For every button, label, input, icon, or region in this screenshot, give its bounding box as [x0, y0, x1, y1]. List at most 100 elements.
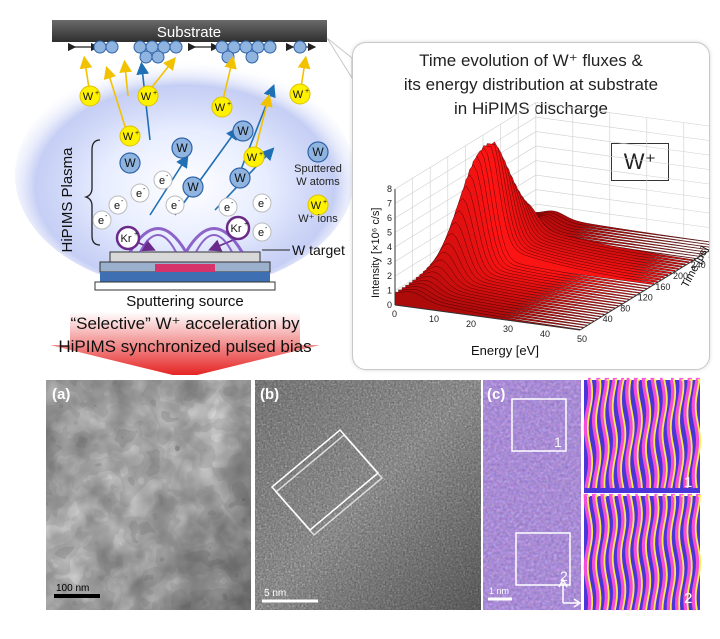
w-ion-trajectory: [103, 65, 129, 137]
electron: e-: [252, 222, 272, 242]
energy-distribution-chart: 0102030405001234567840801201602002402803…: [370, 102, 709, 358]
caption-line1: “Selective” W⁺ acceleration by: [70, 314, 300, 333]
svg-text:e: e: [136, 188, 142, 200]
transition-arrow: [50, 312, 320, 375]
deposited-atoms: [93, 40, 307, 64]
z-tick-label: 160: [655, 282, 670, 292]
lattice-fringe: [608, 377, 618, 489]
svg-text:+: +: [323, 199, 327, 206]
chart-trace: [444, 198, 630, 300]
lattice-fringe: [625, 377, 634, 489]
svg-text:e: e: [258, 198, 264, 210]
deposited-w-atom: [105, 40, 119, 54]
svg-text:+: +: [259, 151, 263, 158]
lattice-fringe: [616, 493, 626, 611]
y-tick-label: 5: [387, 228, 392, 238]
region-box-1: [511, 398, 567, 452]
lattice-fringe: [641, 493, 651, 611]
svg-text:e: e: [159, 175, 165, 187]
lattice-fringe: [666, 377, 676, 489]
w-ion: W +: [79, 85, 101, 107]
svg-text:-: -: [265, 225, 268, 232]
lattice-fringe: [608, 493, 618, 611]
chart-trace: [426, 252, 612, 311]
x-tick-label: 50: [577, 334, 587, 344]
lattice-fringe-highlight: [686, 379, 693, 489]
lattice-fringe-highlight: [636, 495, 643, 611]
chart-trace: [398, 289, 584, 329]
lattice-fringe-highlight: [611, 495, 618, 611]
w-ion: W +: [211, 96, 233, 118]
lattice-fringe: [683, 493, 693, 611]
lattice-fringe-highlight: [686, 495, 693, 611]
svg-text:+: +: [134, 231, 138, 238]
lattice-fringe: [633, 377, 643, 489]
y-tick-label: 2: [387, 271, 392, 281]
w-ion: W +: [289, 83, 311, 105]
chart-trace: [472, 143, 658, 283]
w-atom: W: [171, 137, 193, 159]
y-tick-label: 7: [387, 199, 392, 209]
chart-plot-area: 0102030405001234567840801201602002402803…: [370, 102, 709, 358]
w-atom-trajectory: [174, 126, 239, 216]
y-tick-label: 6: [387, 213, 392, 223]
lattice-region-box: [270, 428, 384, 537]
lattice-fringe-highlight: [586, 379, 594, 489]
w-atom: W: [307, 141, 329, 163]
legend-ions: W⁺ ions: [298, 213, 338, 225]
electron: e-: [130, 183, 150, 203]
lattice-fringe: [583, 377, 593, 489]
caption-line2: HiPIMS synchronized pulsed bias: [58, 337, 311, 356]
panel-label-b: (b): [260, 386, 279, 403]
electron: e-: [153, 170, 173, 190]
svg-text:W: W: [141, 91, 152, 103]
kr-ion: Kr +: [115, 225, 141, 251]
chart-trace: [479, 147, 665, 279]
scalebar-b-label: 5 nm: [264, 588, 286, 599]
deposited-w-atom: [151, 50, 165, 64]
svg-text:W: W: [312, 145, 324, 159]
lattice-fringe-highlight: [628, 495, 635, 611]
deposited-w-atom: [245, 50, 259, 64]
micrograph-b: 5 nm (b): [255, 380, 481, 610]
chart-trace: [401, 286, 588, 326]
y-tick-label: 0: [387, 300, 392, 310]
lattice-fringe: [625, 493, 634, 611]
svg-text:-: -: [265, 196, 268, 203]
chart-trace: [447, 185, 633, 298]
x-tick-label: 10: [429, 314, 439, 324]
plot-title-line2: its energy distribution at substrate: [403, 75, 659, 94]
chart-trace: [422, 259, 609, 313]
chart-trace: [454, 164, 641, 294]
chart-trace: [482, 154, 669, 277]
lattice-fringe-highlight: [653, 379, 660, 489]
orientation-arrows: [558, 578, 582, 608]
lattice-fringe: [691, 377, 701, 489]
chart-trace: [451, 174, 637, 296]
lattice-fringe: [650, 493, 659, 611]
x-tick-label: 40: [540, 329, 550, 339]
lattice-fringe: [633, 493, 643, 611]
deposited-w-atom: [221, 50, 235, 64]
sputtering-source: [94, 251, 276, 291]
svg-text:W: W: [123, 131, 134, 143]
svg-text:-: -: [166, 173, 169, 180]
fringe-panel-1: 1: [583, 377, 701, 493]
y-tick-label: 1: [387, 286, 392, 296]
svg-text:e: e: [114, 200, 120, 212]
lattice-fringe-highlight: [586, 495, 594, 611]
lattice-fringe: [683, 377, 693, 489]
lattice-fringe-highlight: [620, 495, 627, 611]
panel-label-c: (c): [487, 386, 505, 403]
svg-text:+: +: [135, 130, 139, 137]
svg-text:e: e: [98, 215, 104, 227]
lattice-fringe: [641, 377, 651, 489]
svg-text:e: e: [171, 200, 177, 212]
chart-trace: [405, 283, 591, 324]
w-ion-trajectory: [253, 93, 273, 156]
plot-title-line3: in HiPIMS discharge: [453, 99, 608, 118]
chart-trace: [468, 145, 655, 285]
micrograph-c: 1 2 1 nm (c): [483, 380, 582, 610]
chart-trace: [440, 210, 626, 303]
y-tick-label: 3: [387, 257, 392, 267]
